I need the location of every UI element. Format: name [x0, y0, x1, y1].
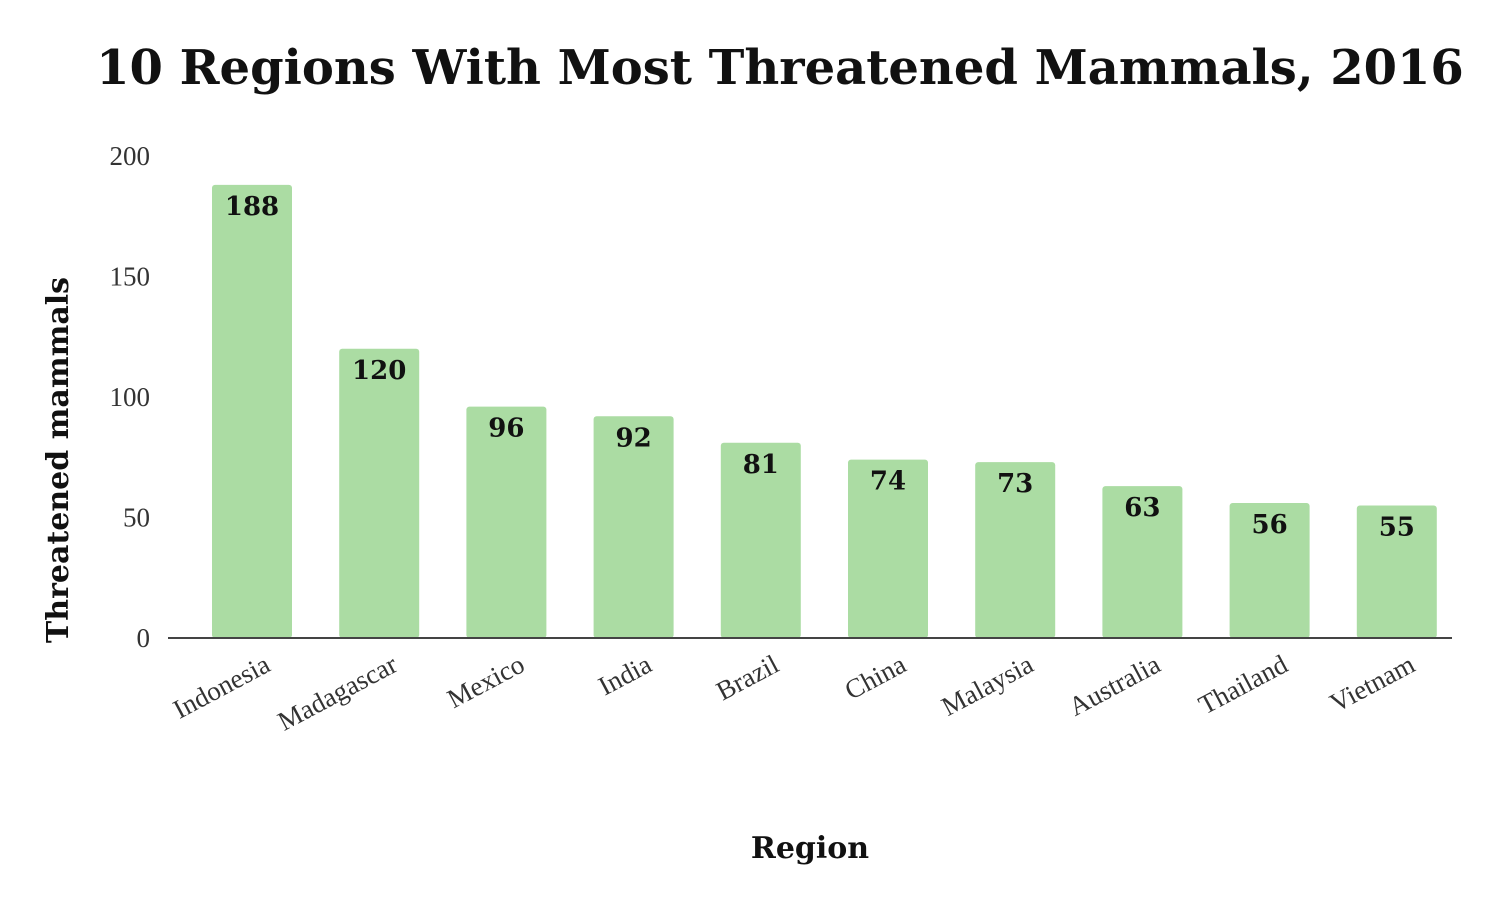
data-label-malaysia: 73 — [997, 469, 1033, 499]
bars-group — [212, 184, 1437, 639]
y-tick-label: 0 — [137, 623, 151, 653]
bar-malaysia — [975, 462, 1056, 638]
category-label-malaysia: Malaysia — [937, 649, 1038, 722]
data-label-brazil: 81 — [743, 450, 779, 480]
category-label-mexico: Mexico — [442, 649, 529, 714]
category-label-indonesia: Indonesia — [168, 649, 275, 725]
y-tick-label: 100 — [110, 382, 151, 412]
bar-brazil — [720, 442, 801, 638]
data-label-india: 92 — [616, 423, 652, 453]
bar-australia — [1102, 486, 1183, 638]
data-labels-group: 188 120 96 92 81 74 73 63 56 55 — [225, 192, 1415, 543]
category-label-madagascar: Madagascar — [273, 649, 402, 737]
category-label-thailand: Thailand — [1194, 649, 1293, 721]
data-label-thailand: 56 — [1252, 510, 1288, 540]
x-axis-title: Region — [751, 831, 869, 866]
chart-title: 10 Regions With Most Threatened Mammals,… — [96, 40, 1464, 96]
data-label-indonesia: 188 — [225, 192, 279, 222]
y-tick-label: 50 — [123, 503, 150, 533]
y-axis-title: Threatened mammals — [41, 277, 76, 643]
category-label-china: China — [840, 649, 911, 706]
bar-india — [593, 416, 674, 638]
y-tick-label: 200 — [110, 141, 151, 171]
category-label-brazil: Brazil — [711, 649, 783, 706]
data-label-madagascar: 120 — [352, 356, 406, 386]
category-label-australia: Australia — [1064, 649, 1165, 722]
data-label-australia: 63 — [1124, 493, 1160, 523]
bar-vietnam — [1356, 505, 1437, 638]
data-label-china: 74 — [870, 467, 906, 497]
y-axis-ticks: 0 50 100 150 200 — [110, 141, 151, 653]
data-label-mexico: 96 — [488, 414, 524, 444]
bar-china — [848, 459, 928, 638]
category-label-vietnam: Vietnam — [1325, 649, 1420, 718]
data-label-vietnam: 55 — [1379, 512, 1415, 542]
bar-mexico — [466, 406, 547, 638]
bar-indonesia — [212, 184, 292, 639]
bar-thailand — [1229, 503, 1310, 638]
y-tick-label: 150 — [110, 262, 151, 292]
bar-madagascar — [339, 348, 420, 638]
category-label-india: India — [593, 649, 656, 702]
